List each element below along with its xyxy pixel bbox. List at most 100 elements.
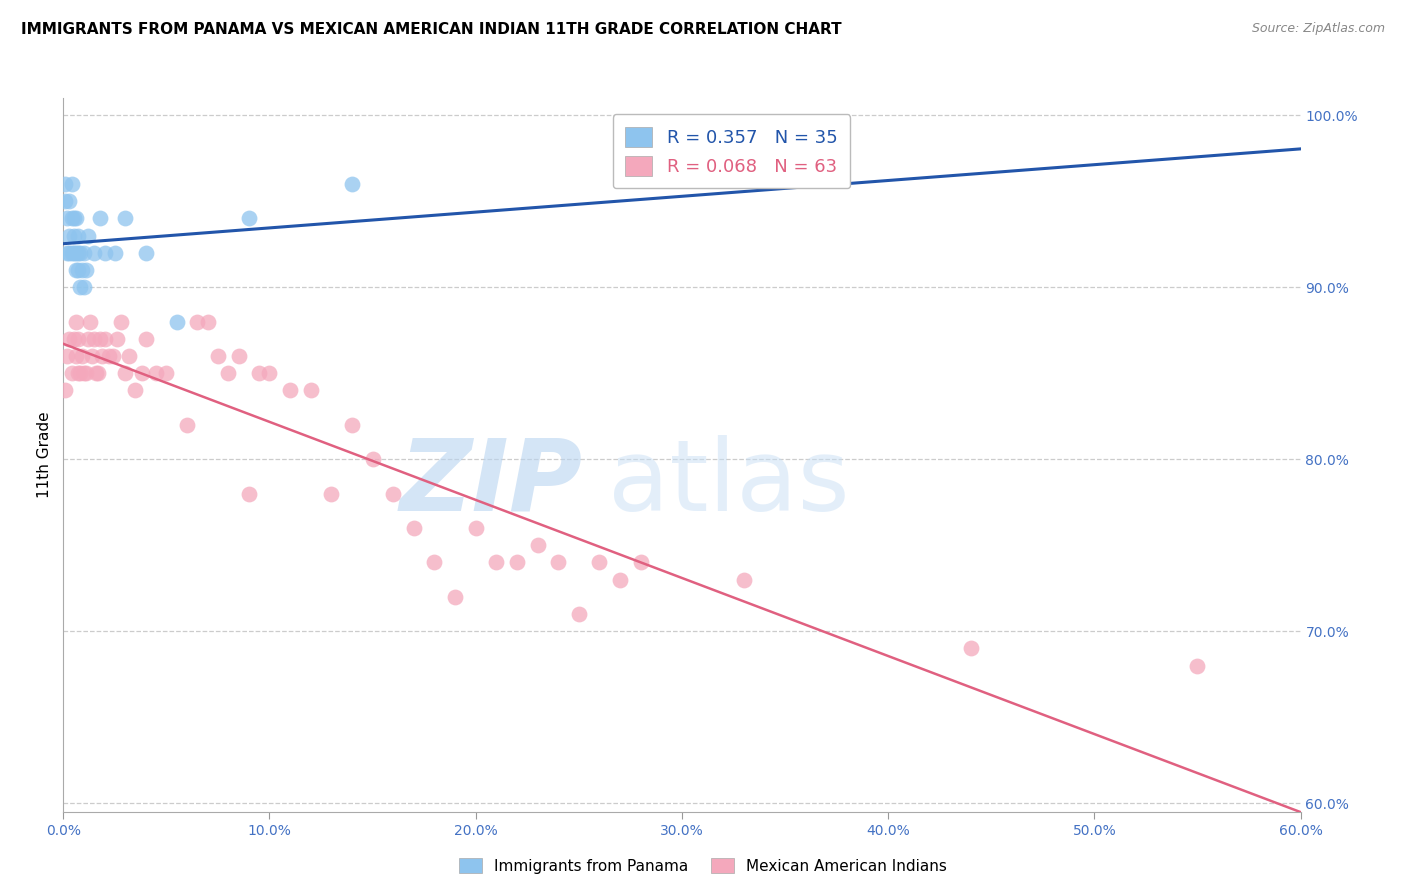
Point [66,332,89,346]
Point [91,349,114,363]
Point [1187,658,1209,673]
Point [58,194,80,209]
Point [69,245,91,260]
Point [70,349,93,363]
Y-axis label: 11th Grade: 11th Grade [37,411,52,499]
Point [733,573,755,587]
Point [56,245,79,260]
Text: ZIP: ZIP [399,435,583,532]
Point [60,366,83,380]
Point [135,245,157,260]
Point [73,280,96,294]
Point [82,349,104,363]
Point [238,486,260,500]
Point [89,332,111,346]
Point [66,245,89,260]
Point [73,245,96,260]
Point [568,607,591,621]
Point [62,332,84,346]
Point [66,263,89,277]
Point [65,263,87,277]
Point [77,228,100,243]
Point [145,366,167,380]
Legend: R = 0.357   N = 35, R = 0.068   N = 63: R = 0.357 N = 35, R = 0.068 N = 63 [613,114,851,188]
Point [53,194,76,209]
Point [114,211,136,226]
Point [186,315,208,329]
Point [247,366,270,380]
Point [959,641,981,656]
Point [79,315,101,329]
Point [58,245,80,260]
Text: Source: ZipAtlas.com: Source: ZipAtlas.com [1251,22,1385,36]
Point [402,521,425,535]
Point [84,366,107,380]
Point [238,211,260,226]
Point [609,573,631,587]
Point [197,315,219,329]
Point [382,486,405,500]
Point [278,384,301,398]
Point [101,349,124,363]
Point [65,315,87,329]
Point [77,332,100,346]
Point [104,245,127,260]
Text: IMMIGRANTS FROM PANAMA VS MEXICAN AMERICAN INDIAN 11TH GRADE CORRELATION CHART: IMMIGRANTS FROM PANAMA VS MEXICAN AMERIC… [21,22,842,37]
Point [423,555,446,569]
Point [135,332,157,346]
Point [110,315,132,329]
Point [62,211,84,226]
Text: atlas: atlas [607,435,849,532]
Point [69,366,91,380]
Point [83,332,105,346]
Point [56,211,79,226]
Point [444,590,467,604]
Point [114,366,136,380]
Point [340,177,363,191]
Point [155,366,177,380]
Point [65,211,87,226]
Point [321,486,343,500]
Point [166,315,188,329]
Point [60,245,83,260]
Point [485,555,508,569]
Point [70,263,93,277]
Point [299,384,322,398]
Point [630,555,652,569]
Point [340,417,363,432]
Point [506,555,529,569]
Point [62,245,84,260]
Point [60,177,83,191]
Point [58,332,80,346]
Point [69,280,91,294]
Point [105,332,128,346]
Point [464,521,486,535]
Point [547,555,569,569]
Point [89,211,111,226]
Point [217,366,239,380]
Point [66,366,89,380]
Point [83,245,105,260]
Point [87,366,110,380]
Point [124,384,146,398]
Point [526,538,548,552]
Point [131,366,153,380]
Point [93,332,115,346]
Legend: Immigrants from Panama, Mexican American Indians: Immigrants from Panama, Mexican American… [453,852,953,880]
Point [65,245,87,260]
Point [207,349,229,363]
Point [62,228,84,243]
Point [60,211,83,226]
Point [53,177,76,191]
Point [97,349,120,363]
Point [588,555,610,569]
Point [75,263,97,277]
Point [53,384,76,398]
Point [66,228,89,243]
Point [228,349,250,363]
Point [73,366,96,380]
Point [56,349,79,363]
Point [58,228,80,243]
Point [75,366,97,380]
Point [176,417,198,432]
